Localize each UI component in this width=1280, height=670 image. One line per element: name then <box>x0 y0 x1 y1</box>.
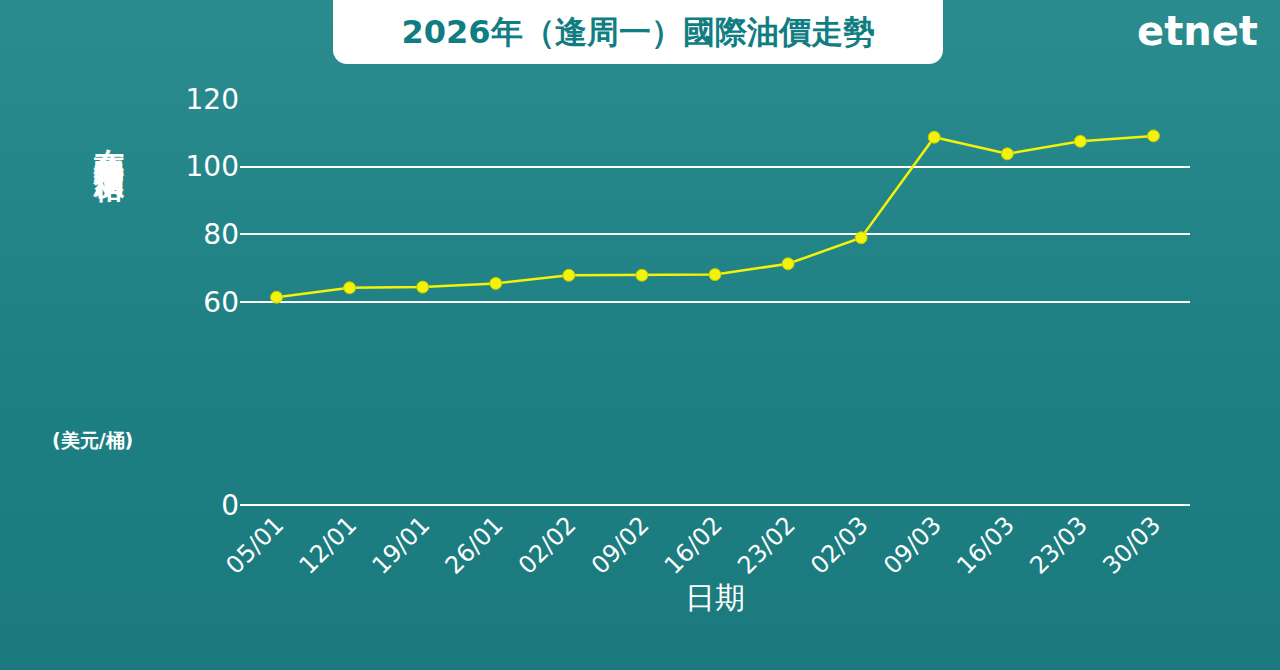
svg-text:02/02: 02/02 <box>513 511 582 580</box>
html-text:(美元/桶): (美元/桶) <box>52 429 134 451</box>
svg-text:日期: 日期 <box>685 580 745 615</box>
svg-text:12/01: 12/01 <box>294 511 363 580</box>
svg-text:80: 80 <box>203 218 239 251</box>
svg-text:26/01: 26/01 <box>440 511 509 580</box>
html-text:2026年（逢周一）國際油價走勢: 2026年（逢周一）國際油價走勢 <box>401 13 875 51</box>
svg-text:0: 0 <box>221 489 239 522</box>
svg-text:16/02: 16/02 <box>659 511 728 580</box>
svg-text:23/02: 23/02 <box>732 511 801 580</box>
svg-text:09/02: 09/02 <box>586 511 655 580</box>
svg-text:02/03: 02/03 <box>805 511 874 580</box>
svg-text:05/01: 05/01 <box>221 511 290 580</box>
svg-text:30/03: 30/03 <box>1097 511 1166 580</box>
svg-text:100: 100 <box>186 150 239 183</box>
html-text:etnet: etnet <box>1137 8 1258 54</box>
html-text:布蘭特期油價格: 布蘭特期油價格 <box>92 125 127 153</box>
svg-text:09/03: 09/03 <box>878 511 947 580</box>
svg-text:19/01: 19/01 <box>367 511 436 580</box>
svg-text:60: 60 <box>203 286 239 319</box>
svg-text:23/03: 23/03 <box>1024 511 1093 580</box>
svg-text:16/03: 16/03 <box>951 511 1020 580</box>
svg-text:120: 120 <box>186 83 239 116</box>
